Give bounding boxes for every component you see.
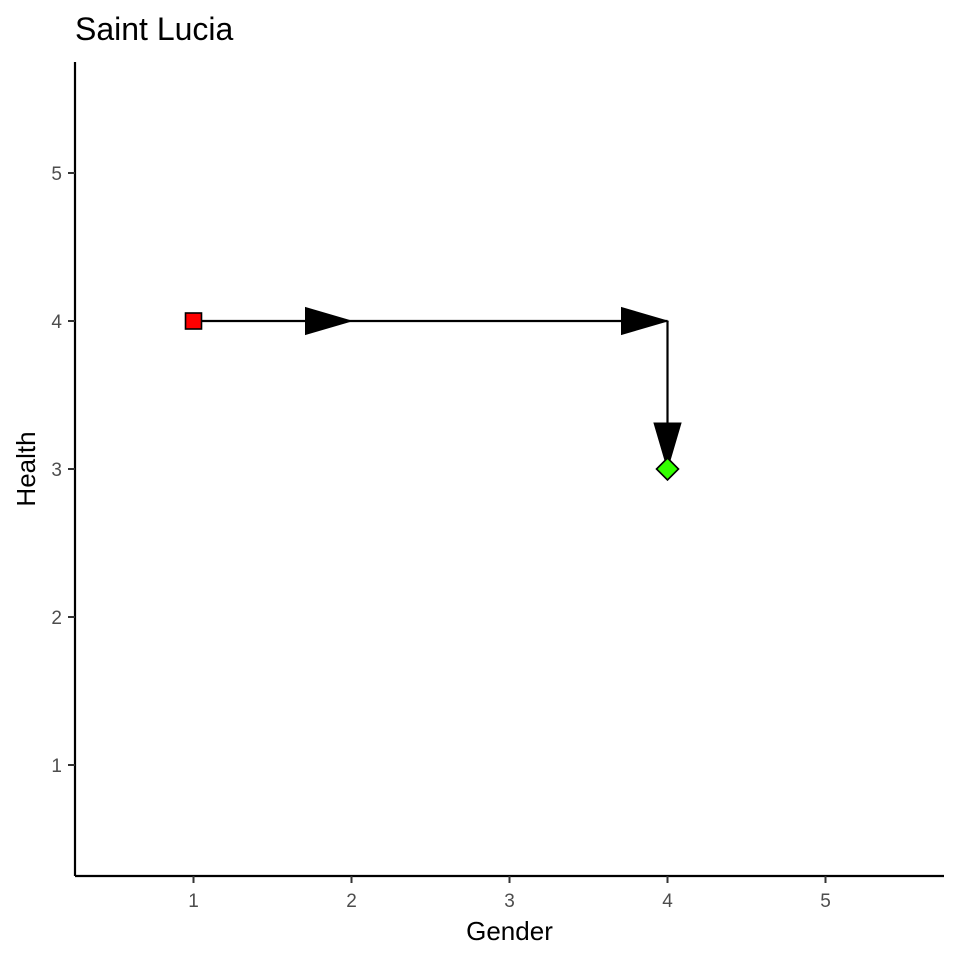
arrow-head [621,306,670,336]
x-axis-ticks: 1 2 3 4 5 [188,876,831,912]
x-axis-title: Gender [466,916,553,946]
y-tick-label: 4 [51,312,62,333]
y-tick-label: 1 [51,756,62,777]
y-tick-label: 2 [51,608,62,629]
axes: 1 2 3 4 5 1 2 3 4 5 [51,62,944,912]
y-axis-ticks: 1 2 3 4 5 [51,164,75,777]
arrow-head [305,306,354,336]
y-tick-label: 5 [51,164,62,185]
start-point-square [184,312,203,330]
arrow-head [653,422,682,471]
arrow-layer [305,306,682,471]
y-tick-label: 3 [51,460,62,481]
y-axis-title: Health [11,431,41,506]
x-tick-label: 2 [346,891,357,912]
plot-area [184,306,682,482]
chart-title: Saint Lucia [75,11,234,47]
x-tick-label: 4 [662,891,673,912]
x-tick-label: 5 [820,891,831,912]
point-layer [184,312,680,482]
x-tick-label: 1 [188,891,199,912]
x-tick-label: 3 [504,891,515,912]
end-point-diamond [655,456,680,482]
